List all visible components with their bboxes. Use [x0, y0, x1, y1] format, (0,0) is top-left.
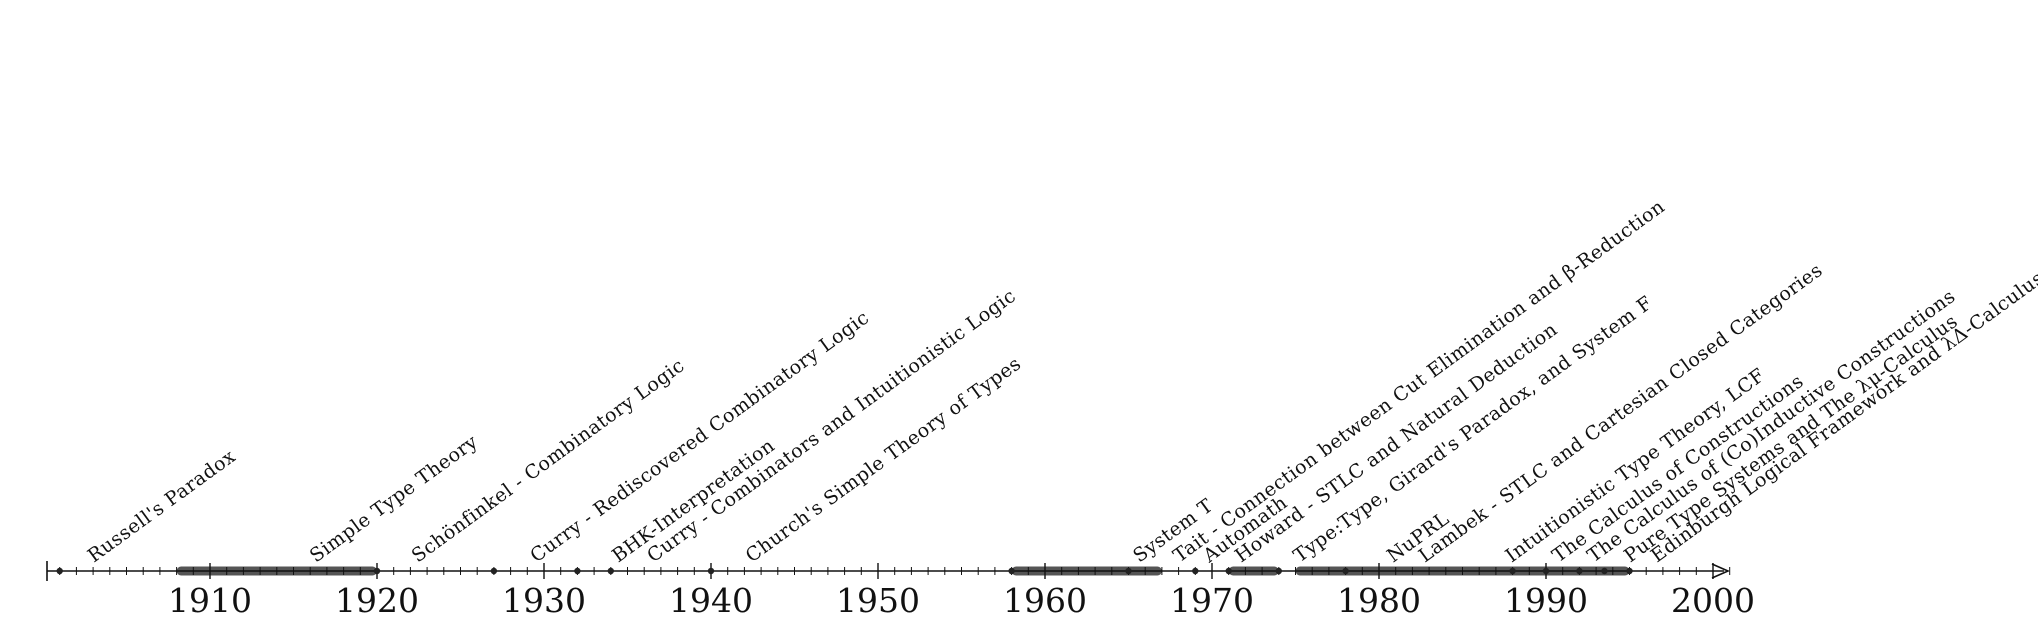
- year-label: 2000: [1671, 581, 1755, 620]
- event-dot: [56, 567, 63, 575]
- event-label: Simple Type Theory: [306, 431, 482, 567]
- event-dot: [1225, 567, 1232, 575]
- event-dot: [1509, 567, 1516, 575]
- event-label: Howard - STLC and Natural Deduction: [1231, 318, 1562, 567]
- event-label: Russell's Paradox: [84, 445, 240, 567]
- event-dots: [56, 567, 1633, 575]
- event-dot: [1576, 567, 1583, 575]
- event-label: Tait - Connection between Cut Eliminatio…: [1169, 196, 1669, 568]
- event-labels: Russell's Paradox Simple Type TheorySchön…: [84, 196, 2038, 568]
- timeline-axis: [46, 561, 1730, 581]
- event-dot: [1192, 567, 1199, 575]
- event-dot: [574, 567, 581, 575]
- year-label: 1910: [168, 581, 252, 620]
- year-label: 1970: [1170, 581, 1254, 620]
- event-dot: [1626, 567, 1633, 575]
- event-dot: [1275, 567, 1283, 575]
- year-label: 1960: [1003, 581, 1087, 620]
- axis-arrow-head: [1711, 563, 1730, 579]
- axis-ticks: [59, 563, 1731, 579]
- event-dot: [1008, 567, 1015, 575]
- event-dot: [1542, 567, 1550, 575]
- event-dot: [607, 567, 614, 575]
- event-label: The Calculus of (Co)Inductive Constructi…: [1583, 285, 1959, 567]
- year-label: 1980: [1337, 581, 1421, 620]
- year-labels: 1910 1920 1930 1940 1950 1960 1970 1980 1990 2000: [168, 581, 1755, 620]
- year-label: 1930: [502, 581, 586, 620]
- event-dot: [1125, 567, 1132, 575]
- year-label: 1950: [836, 581, 920, 620]
- event-dot: [1601, 567, 1608, 575]
- event-dot: [490, 567, 498, 575]
- event-dot: [373, 567, 381, 575]
- year-label: 1990: [1504, 581, 1588, 620]
- year-label: 1920: [335, 581, 419, 620]
- year-label: 1940: [669, 581, 753, 620]
- event-dot: [707, 567, 715, 575]
- event-dot: [1342, 567, 1349, 575]
